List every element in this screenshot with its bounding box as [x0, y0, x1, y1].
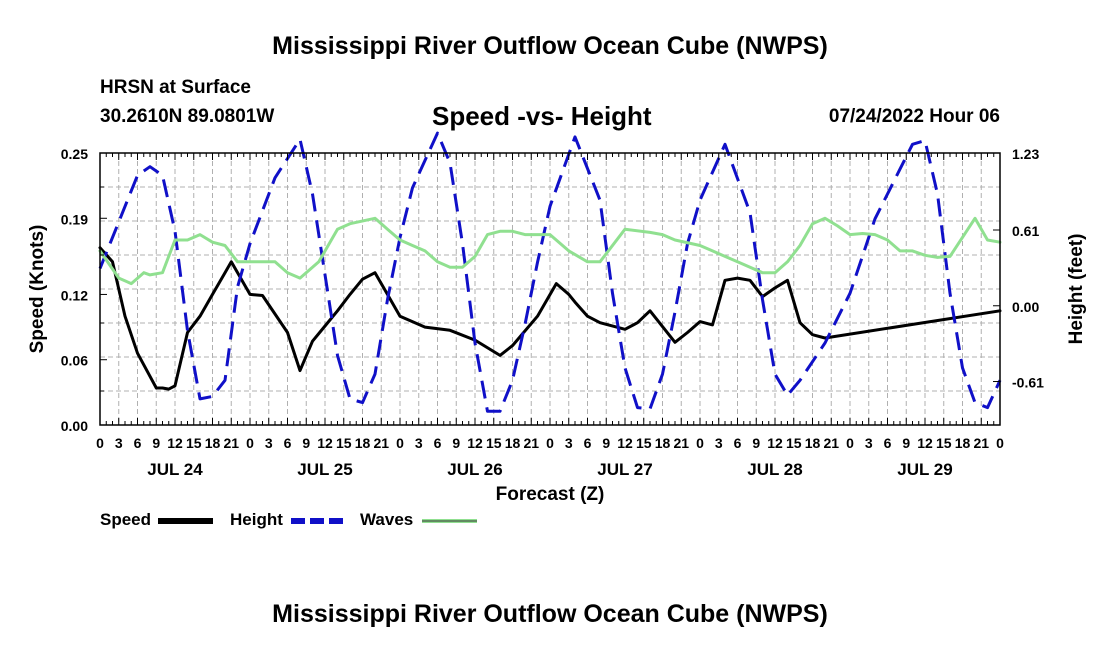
grid-layer: [100, 153, 1000, 425]
x-tick-label: 18: [655, 435, 671, 451]
y2-axis-title: Height (feet): [1066, 234, 1087, 345]
day-label: JUL 28: [747, 460, 802, 479]
legend-label-height: Height: [230, 510, 283, 529]
x-tick-label: 15: [336, 435, 352, 451]
y-tick-label: 0.06: [61, 353, 88, 369]
x-tick-label: 6: [884, 435, 892, 451]
x-tick-label: 6: [734, 435, 742, 451]
x-tick-label: 6: [134, 435, 142, 451]
x-tick-label: 3: [865, 435, 873, 451]
day-label: JUL 27: [597, 460, 652, 479]
series-line-waves: [98, 216, 1002, 286]
y2-tick-label: 0.00: [1012, 299, 1039, 315]
day-label: JUL 24: [147, 460, 203, 479]
location-name: HRSN at Surface: [100, 77, 251, 98]
x-tick-label: 0: [246, 435, 254, 451]
x-tick-label: 12: [767, 435, 783, 451]
x-tick-label: 12: [467, 435, 483, 451]
day-label: JUL 29: [897, 460, 952, 479]
y2-tick-label: -0.61: [1012, 375, 1044, 391]
x-tick-label: 6: [434, 435, 442, 451]
x-tick-label: 21: [223, 435, 239, 451]
x-tick-label: 9: [302, 435, 310, 451]
x-tick-label: 0: [846, 435, 854, 451]
chart-subtitle: Speed -vs- Height: [432, 101, 652, 131]
y2-tick-label: 0.61: [1012, 223, 1039, 239]
x-tick-label: 18: [355, 435, 371, 451]
x-tick-label: 12: [317, 435, 333, 451]
frame-layer: [99, 152, 1001, 426]
x-tick-label: 21: [973, 435, 989, 451]
legend-label-speed: Speed: [100, 510, 151, 529]
x-tick-label: 12: [167, 435, 183, 451]
x-tick-label: 0: [96, 435, 104, 451]
legend-layer: Speed Height Waves: [100, 510, 477, 529]
x-tick-label: 15: [636, 435, 652, 451]
x-tick-label: 18: [955, 435, 971, 451]
x-tick-label: 12: [617, 435, 633, 451]
series-line-speed: [98, 246, 1002, 391]
location-coordinates: 30.2610N 89.0801W: [100, 106, 275, 127]
x-tick-label: 6: [584, 435, 592, 451]
series-line-height: [98, 131, 1002, 413]
x-tick-label: 0: [696, 435, 704, 451]
x-tick-label: 0: [996, 435, 1004, 451]
x-tick-label: 3: [715, 435, 723, 451]
x-tick-label: 15: [486, 435, 502, 451]
y-tick-label: 0.19: [61, 211, 88, 227]
x-tick-label: 18: [505, 435, 521, 451]
x-tick-label: 6: [284, 435, 292, 451]
x-tick-label: 3: [415, 435, 423, 451]
label-layer: 0.000.060.120.190.25-0.610.000.611.230 3 6…: [27, 146, 1087, 505]
x-tick-label: 21: [673, 435, 689, 451]
y-tick-label: 0.12: [61, 287, 88, 303]
x-tick-label: 18: [805, 435, 821, 451]
legend-label-waves: Waves: [360, 510, 413, 529]
x-tick-label: 9: [602, 435, 610, 451]
x-axis-title: Forecast (Z): [496, 484, 605, 505]
x-tick-label: 21: [823, 435, 839, 451]
x-tick-label: 9: [152, 435, 160, 451]
forecast-datestamp: 07/24/2022 Hour 06: [828, 106, 1000, 127]
x-tick-label: 0: [546, 435, 554, 451]
x-tick-label: 21: [373, 435, 389, 451]
x-tick-label: 3: [115, 435, 123, 451]
x-tick-label: 9: [902, 435, 910, 451]
x-tick-label: 15: [936, 435, 952, 451]
y2-tick-label: 1.23: [1012, 146, 1039, 162]
x-tick-label: 3: [265, 435, 273, 451]
y-tick-label: 0.00: [61, 418, 88, 434]
x-tick-label: 15: [186, 435, 202, 451]
y-tick-label: 0.25: [61, 146, 88, 162]
x-tick-label: 3: [565, 435, 573, 451]
x-tick-label: 9: [452, 435, 460, 451]
x-tick-label: 18: [205, 435, 221, 451]
x-tick-label: 12: [917, 435, 933, 451]
series-layer: [98, 131, 1002, 413]
x-tick-label: 0: [396, 435, 404, 451]
x-tick-label: 9: [752, 435, 760, 451]
x-tick-label: 21: [523, 435, 539, 451]
day-label: JUL 26: [447, 460, 502, 479]
day-label: JUL 25: [297, 460, 352, 479]
x-tick-label: 15: [786, 435, 802, 451]
bottom-title: Mississippi River Outflow Ocean Cube (NW…: [272, 600, 828, 628]
y-axis-title: Speed (Knots): [27, 225, 48, 354]
main-title: Mississippi River Outflow Ocean Cube (NW…: [272, 32, 828, 60]
